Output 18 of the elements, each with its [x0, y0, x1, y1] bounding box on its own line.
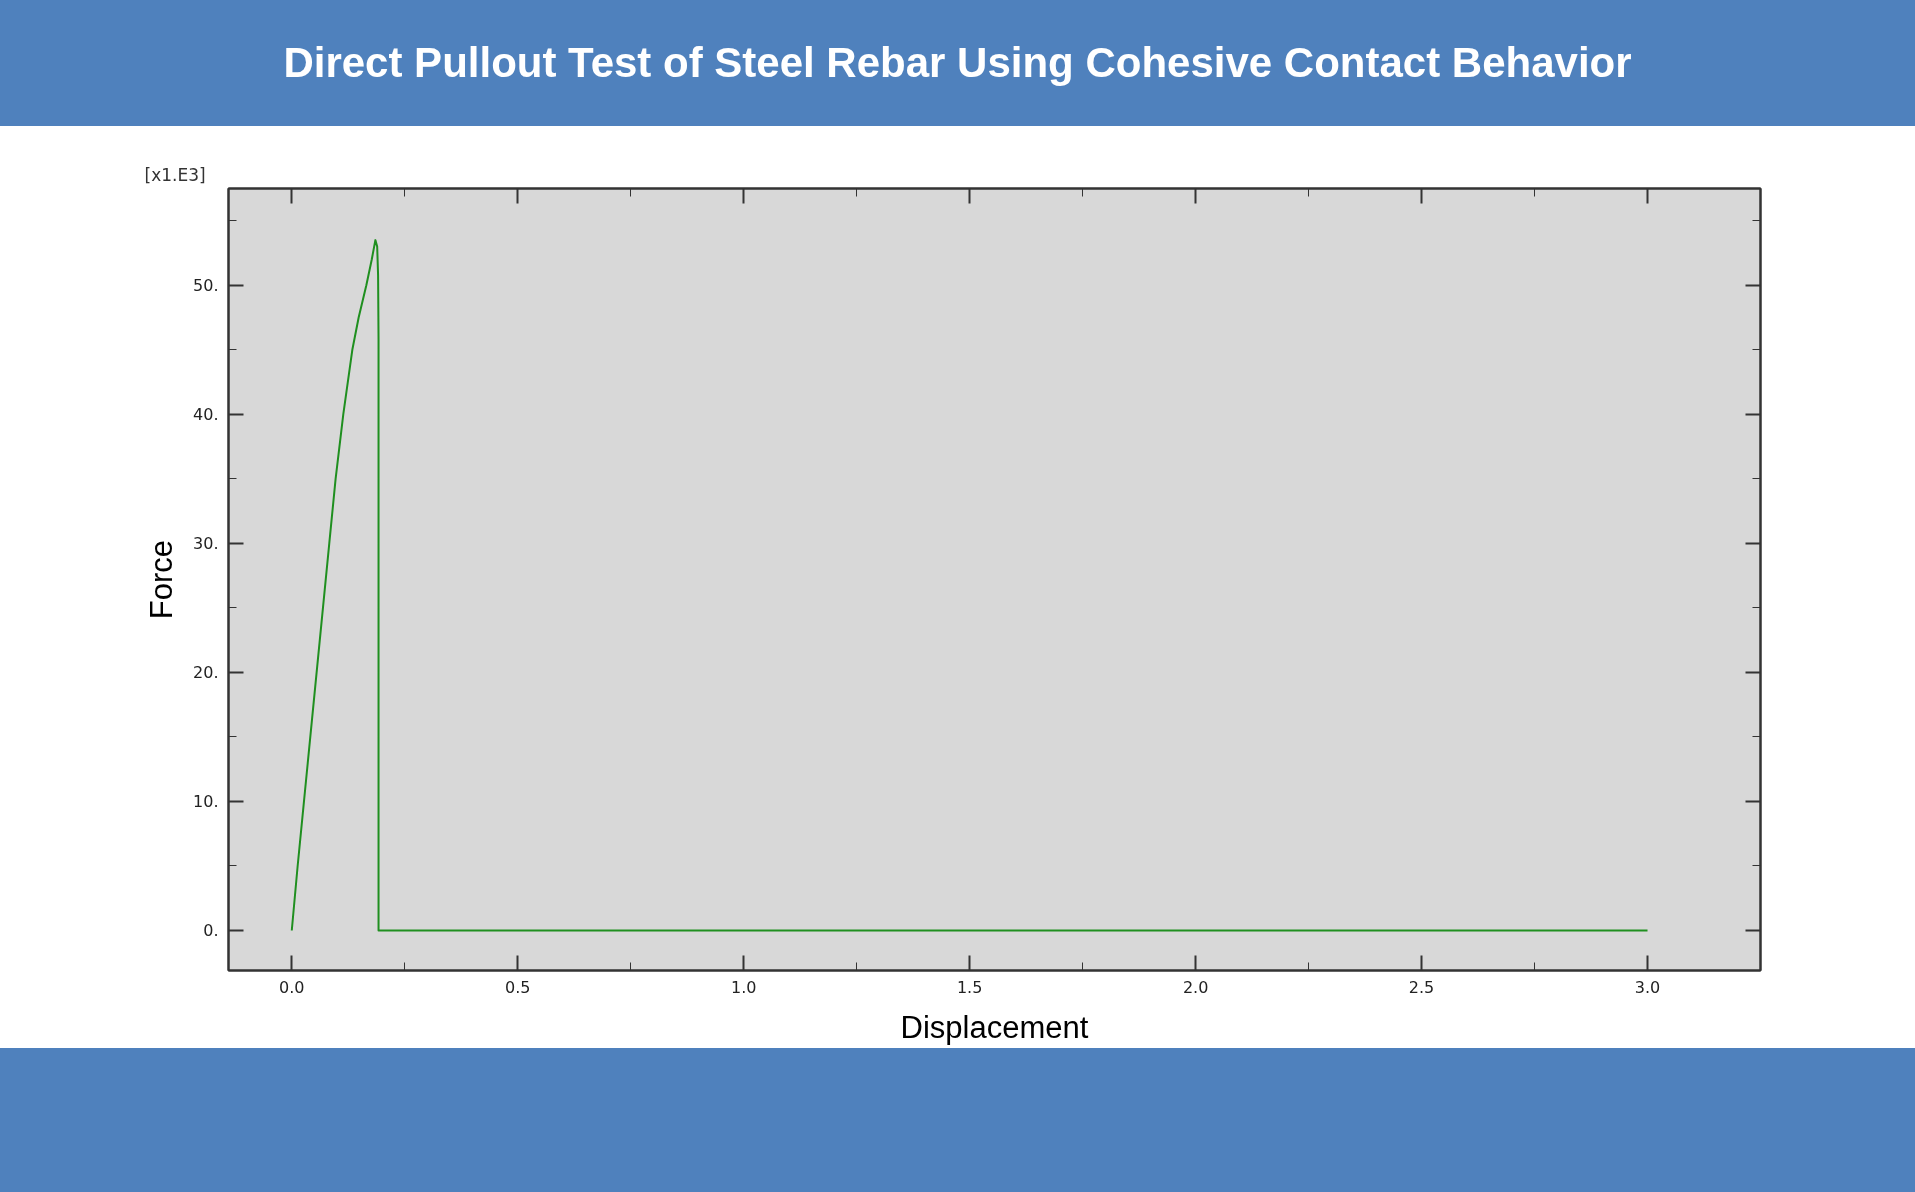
x-tick-label: 0.0: [279, 977, 305, 997]
x-tick-label: 2.5: [1408, 977, 1435, 997]
x-tick-label: 0.5: [505, 977, 531, 997]
x-tick-label: 1.5: [956, 977, 983, 997]
line-series: [290, 239, 1649, 932]
y-tick-label: 20.: [193, 663, 219, 683]
y-tick-label: 30.: [193, 534, 219, 554]
x-axis-title: Displacement: [900, 1009, 1089, 1045]
x-tick-label: 1.0: [730, 977, 757, 997]
x-tick-label: 3.0: [1634, 977, 1661, 997]
y-tick-label: 0.: [203, 921, 219, 941]
y-tick-label: 10.: [193, 792, 219, 812]
text: [x1.E3]: [144, 164, 206, 185]
y-tick-label: 50.: [193, 276, 219, 296]
x-tick-label: 2.0: [1182, 977, 1209, 997]
chart-title: Direct Pullout Test of Steel Rebar Using Cohesive Contact Behavior: [283, 38, 1632, 88]
y-tick-label: 40.: [193, 405, 219, 425]
y-axis-title: Force: [144, 539, 180, 620]
